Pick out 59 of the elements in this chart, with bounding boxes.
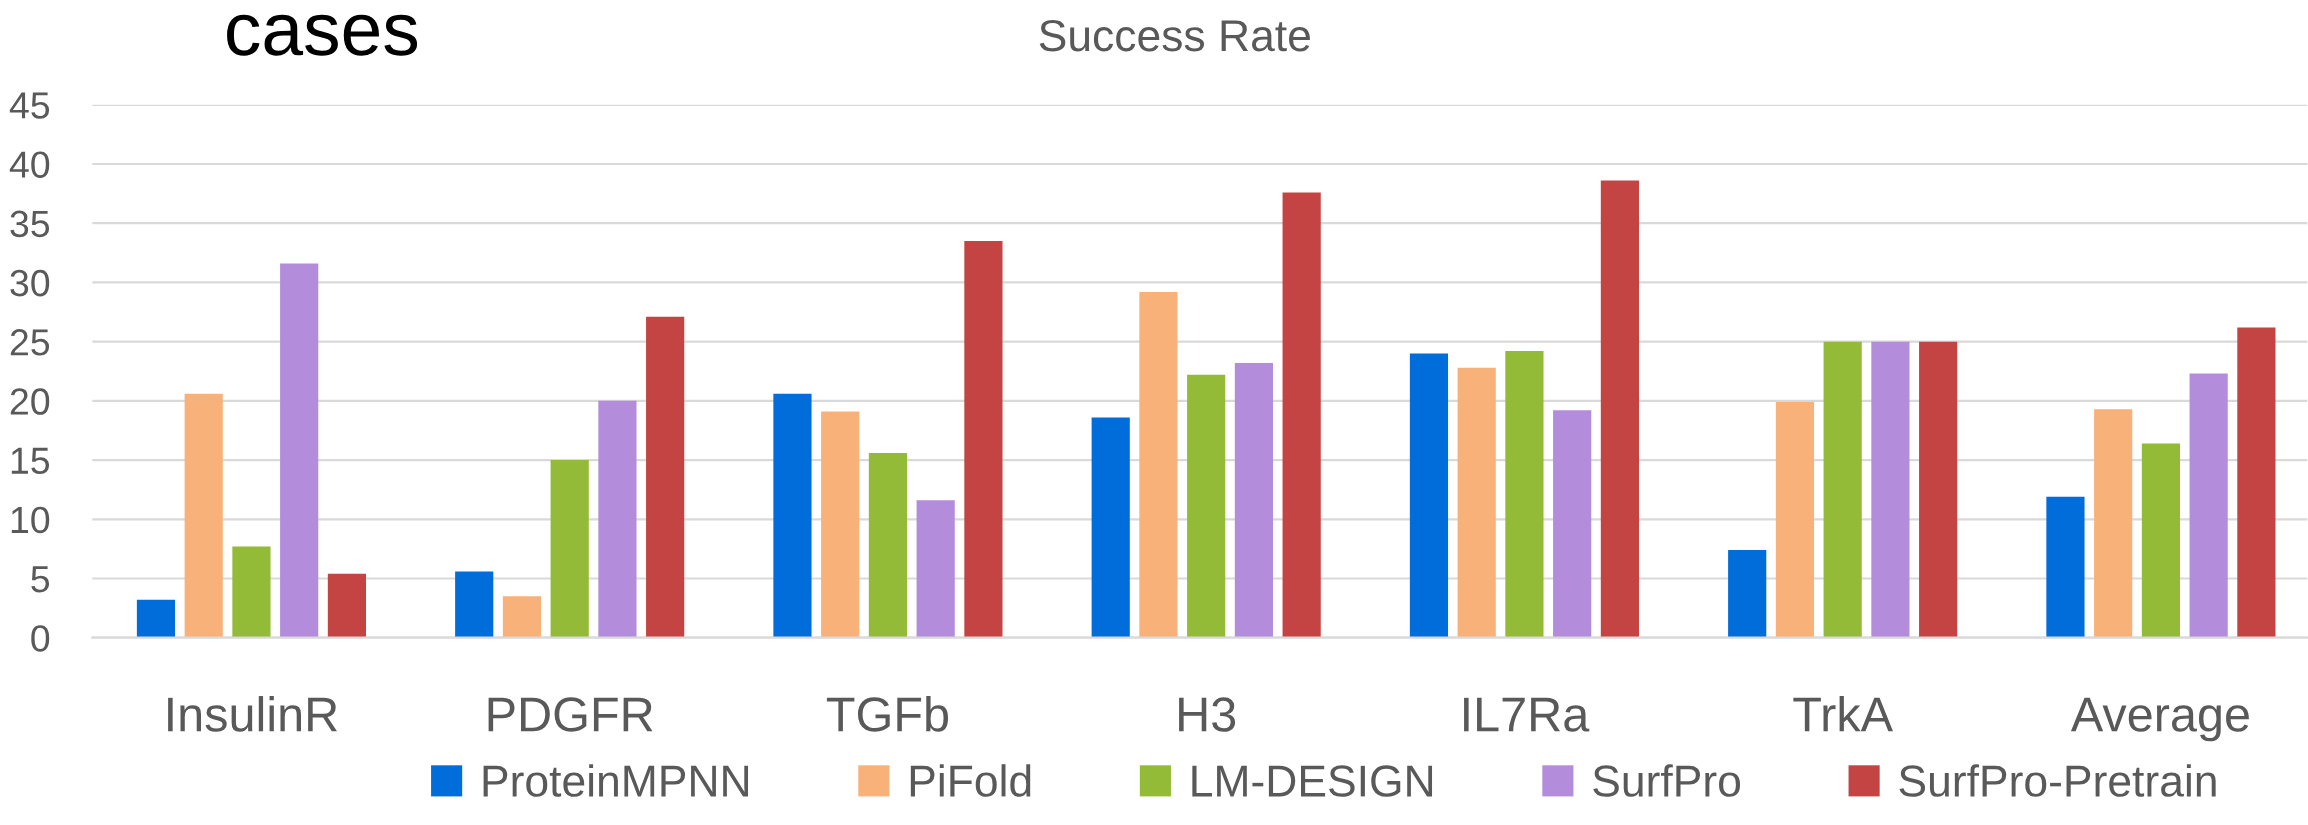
bar [1234, 362, 1274, 638]
bar [2046, 496, 2085, 638]
bar [773, 393, 812, 638]
bar [1457, 367, 1496, 638]
y-tick-label: 40 [9, 151, 50, 178]
bar [2141, 443, 2181, 638]
bar [821, 411, 860, 638]
bar [184, 393, 223, 638]
chart-title: Success Rate [1039, 19, 1310, 52]
y-tick-label: 25 [10, 329, 50, 356]
x-tick-label: TGFb [826, 696, 949, 732]
y-tick-label: 0 [31, 625, 50, 652]
x-tick-label: IL7Ra [1464, 697, 1590, 732]
bar [1091, 417, 1130, 638]
bar [1505, 351, 1544, 638]
bar [964, 240, 1003, 638]
legend-label: SurfPro [1593, 764, 1741, 797]
legend-label: PiFold [910, 764, 1031, 797]
bar [916, 500, 955, 638]
legend-label: ProteinMPNN [483, 764, 749, 797]
bar [502, 596, 542, 638]
bar [1919, 341, 1958, 638]
y-tick-label: 30 [10, 269, 50, 297]
y-tick-label: 35 [10, 210, 50, 238]
bar [1871, 341, 1910, 638]
x-tick-label: Average [2070, 697, 2249, 742]
bar [280, 263, 319, 638]
y-tick-label: 15 [11, 447, 50, 475]
y-tick-label: 20 [10, 388, 50, 415]
bar [2094, 409, 2133, 638]
bar [136, 599, 176, 638]
y-tick-label: 45 [9, 92, 50, 119]
bar [1409, 353, 1449, 638]
bar [232, 546, 271, 638]
bar [646, 316, 685, 638]
y-tick-label: 5 [31, 566, 50, 593]
x-tick-label: InsulinR [168, 696, 337, 732]
bar [2189, 373, 2228, 638]
bar [868, 452, 908, 638]
bar [2237, 327, 2276, 638]
bar [598, 400, 637, 638]
text: cases [227, 14, 418, 56]
bar [455, 571, 494, 638]
bar [1728, 550, 1767, 638]
bar [1282, 192, 1321, 638]
bar [1600, 180, 1639, 638]
legend-label: SurfPro-Pretrain [1899, 764, 2216, 797]
legend-label: LM-DESIGN [1192, 765, 1433, 797]
x-tick-label: PDGFR [488, 697, 653, 732]
bar [1187, 374, 1226, 638]
bar [327, 573, 367, 638]
bar [1823, 341, 1862, 638]
bar [1139, 291, 1178, 638]
bar [1553, 410, 1592, 638]
x-tick-label: TrkA [1793, 696, 1893, 732]
bar [550, 460, 589, 638]
x-tick-label: H3 [1179, 697, 1236, 732]
bar [1775, 402, 1815, 638]
y-tick-label: 10 [11, 506, 50, 534]
